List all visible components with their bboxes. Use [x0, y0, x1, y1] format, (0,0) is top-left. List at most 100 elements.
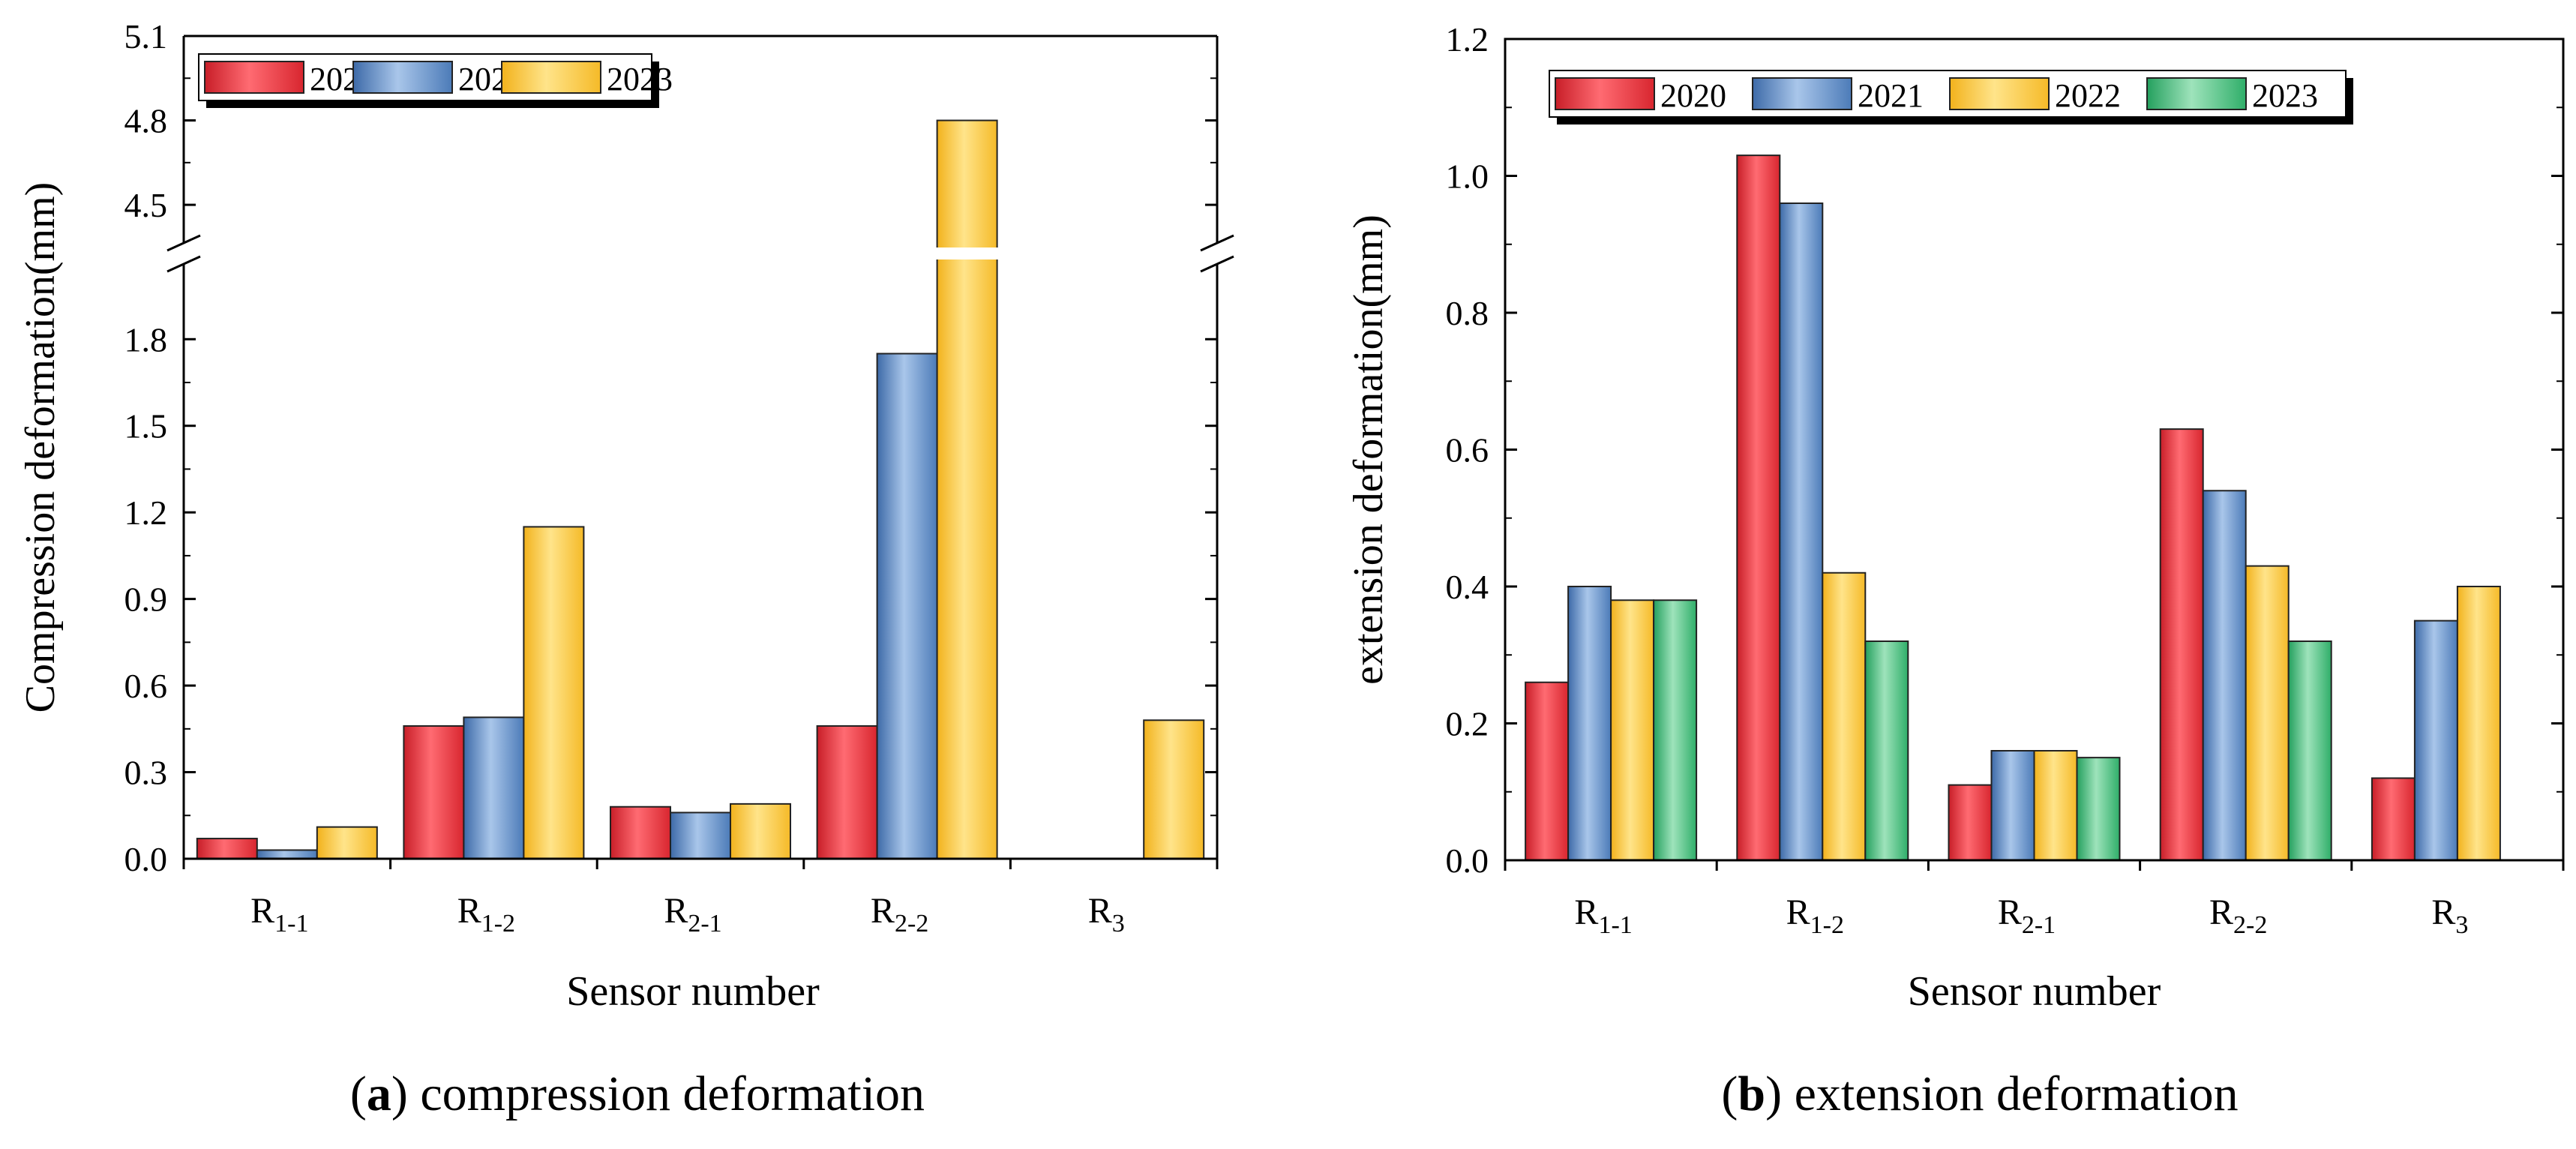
bar-2020-2 [1948, 784, 1993, 861]
bar-2023-0 [316, 826, 378, 860]
bar-2021-4 [2413, 620, 2458, 861]
x-tick-label-base: R [1574, 892, 1598, 932]
x-tick-label: R3 [2431, 892, 2468, 939]
x-tick-label-base: R [1786, 892, 1810, 932]
bar-2022-1 [463, 716, 525, 860]
axes-extension: R1-1 R1-2 R2-1 R2-2 R30.00.20.40.60.81.01.2 [1446, 20, 2565, 939]
x-tick-label-sub: 2-2 [895, 910, 928, 938]
panel-letter: a [367, 1066, 391, 1121]
legend-label-2023: 2023 [2252, 77, 2318, 114]
x-tick-label-base: R [2209, 892, 2233, 932]
x-tick-label-sub: 2-1 [2022, 911, 2056, 939]
x-tick-label-sub: 1-1 [1598, 911, 1632, 939]
x-tick-label-base: R [457, 891, 481, 931]
x-tick-label: R2-2 [2209, 892, 2267, 939]
bar-2022-2 [670, 812, 731, 860]
legend-swatch-2021 [204, 61, 304, 94]
x-tick-label-base: R [250, 891, 274, 931]
x-tick-label-sub: 3 [1112, 910, 1125, 938]
x-tick-label-sub: 3 [2455, 911, 2468, 939]
bar-2021-2 [610, 806, 671, 860]
bar-break-gap [935, 248, 999, 260]
x-tick-label: R2-1 [664, 891, 721, 938]
y-tick-label: 0.2 [1446, 705, 1489, 743]
bars-extension [1525, 154, 2501, 861]
y-axis-label: Compression deformation(mm) [17, 182, 64, 713]
bar-2020-0 [1525, 681, 1570, 861]
x-tick-label: R1-1 [1574, 892, 1632, 939]
legend-label-2022: 2022 [2055, 77, 2121, 114]
y-tick-label: 0.4 [1446, 568, 1489, 606]
bar-2021-0 [196, 838, 258, 860]
y-tick-label: 0.0 [1446, 842, 1489, 880]
y-tick-label: 1.2 [1446, 20, 1489, 58]
y-tick-label: 1.0 [1446, 158, 1489, 196]
x-tick-label: R3 [1088, 891, 1125, 938]
x-tick-label: R1-1 [250, 891, 308, 938]
bar-2023-4 [1143, 719, 1205, 860]
bar-2021-2 [1990, 750, 2035, 861]
panel-caption: (b) extension deformation [1721, 1066, 2238, 1121]
x-tick-label-sub: 2-1 [688, 910, 721, 938]
bar-2021-3 [2202, 490, 2247, 861]
bar-2020-1 [1736, 154, 1781, 861]
bar-2020-4 [2371, 777, 2416, 861]
x-tick-label: R2-2 [871, 891, 928, 938]
bars-compression [196, 119, 1205, 860]
axes-compression: R1-1 R1-2 R2-1 R2-2 R30.00.30.60.91.21.51.84… [124, 17, 1234, 938]
legend-swatch-2023 [501, 61, 601, 94]
chart-extension: R1-1 R1-2 R2-1 R2-2 R30.00.20.40.60.81.01.2 … [1345, 20, 2565, 1121]
legend-label-2020: 2020 [1660, 77, 1726, 114]
bar-2021-0 [1567, 586, 1612, 861]
legend-label-2021: 2021 [1858, 77, 1924, 114]
legend-swatch-2023 [2146, 77, 2247, 110]
caption-text: compression deformation [420, 1066, 925, 1121]
axis-break-mark [166, 255, 201, 273]
chart-compression: R1-1 R1-2 R2-1 R2-2 R30.00.30.60.91.21.51.84… [17, 17, 1234, 1121]
x-tick-label: R1-2 [1786, 892, 1844, 939]
bar-2021-1 [1779, 202, 1824, 861]
axis-break-mark [166, 234, 201, 252]
panel-letter: b [1738, 1066, 1765, 1121]
y-axis-label: extension deformation(mm) [1345, 214, 1392, 685]
bar-2023-2 [2076, 757, 2121, 861]
bar-2022-3 [2245, 565, 2290, 861]
y-tick-label: 1.8 [124, 320, 168, 358]
bar-2022-0 [1610, 599, 1655, 861]
bar-2022-4 [2456, 586, 2501, 861]
x-tick-label-sub: 1-2 [481, 910, 515, 938]
y-tick-label: 0.6 [124, 667, 168, 705]
y-tick-label: 0.3 [124, 754, 168, 792]
bar-2023-0 [1653, 599, 1698, 861]
x-tick-label-sub: 1-2 [1810, 911, 1844, 939]
y-tick-label: 1.2 [124, 494, 168, 532]
y-tick-label: 4.8 [124, 102, 168, 140]
x-tick-label: R1-2 [457, 891, 515, 938]
x-tick-label-base: R [664, 891, 688, 931]
axis-break-mark [1200, 255, 1234, 273]
legend-extension: 2020 2021 2022 2023 [1549, 70, 2353, 124]
bar-2021-3 [816, 724, 878, 860]
legend-swatch-2021 [1752, 77, 1852, 110]
x-tick-label-sub: 2-2 [2233, 911, 2267, 939]
bar-2022-0 [256, 849, 318, 860]
y-tick-label: 0.9 [124, 580, 168, 619]
y-tick-label: 0.6 [1446, 431, 1489, 470]
caption-text: extension deformation [1795, 1066, 2239, 1121]
bar-2021-1 [403, 724, 465, 860]
bar-2022-1 [1822, 572, 1867, 861]
bar-2023-1 [523, 526, 585, 860]
x-tick-label: R2-1 [1998, 892, 2056, 939]
legend-swatch-2020 [1555, 77, 1655, 110]
bar-2023-3 [936, 119, 998, 860]
x-tick-label-base: R [1088, 891, 1112, 931]
axis-break-mark [1200, 234, 1234, 252]
y-tick-label: 0.8 [1446, 294, 1489, 332]
x-tick-label-sub: 1-1 [274, 910, 308, 938]
bar-2023-2 [730, 802, 791, 860]
panel-caption: (a) compression deformation [350, 1066, 925, 1121]
x-tick-label-base: R [871, 891, 895, 931]
y-tick-label: 5.1 [124, 17, 168, 56]
y-tick-label: 0.0 [124, 840, 168, 878]
